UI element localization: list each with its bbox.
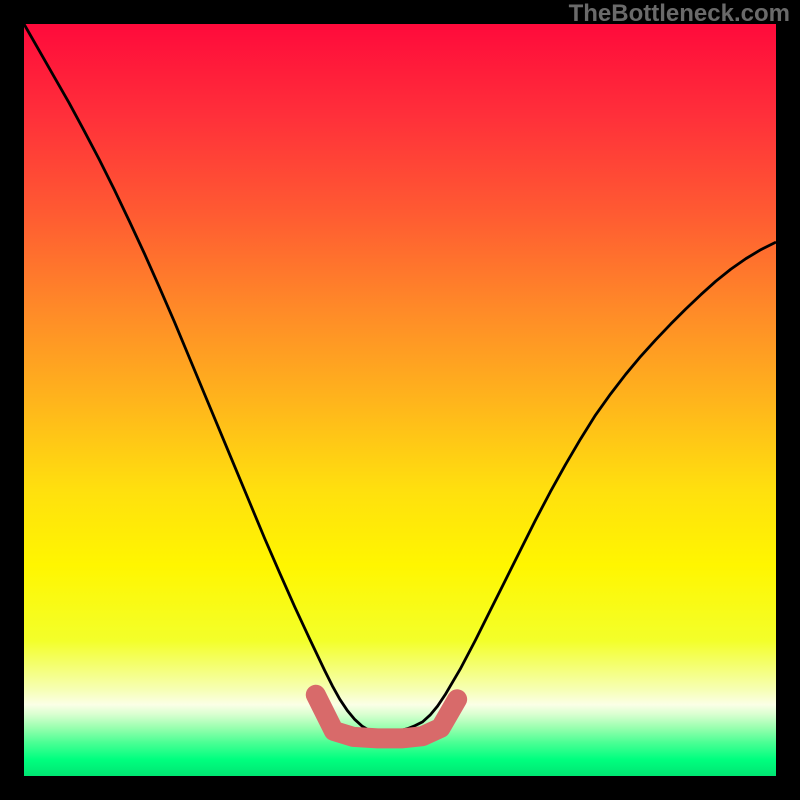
outer-frame: TheBottleneck.com	[0, 0, 800, 800]
chart-svg	[24, 24, 776, 776]
watermark-text: TheBottleneck.com	[569, 0, 790, 28]
gradient-background	[24, 24, 776, 776]
